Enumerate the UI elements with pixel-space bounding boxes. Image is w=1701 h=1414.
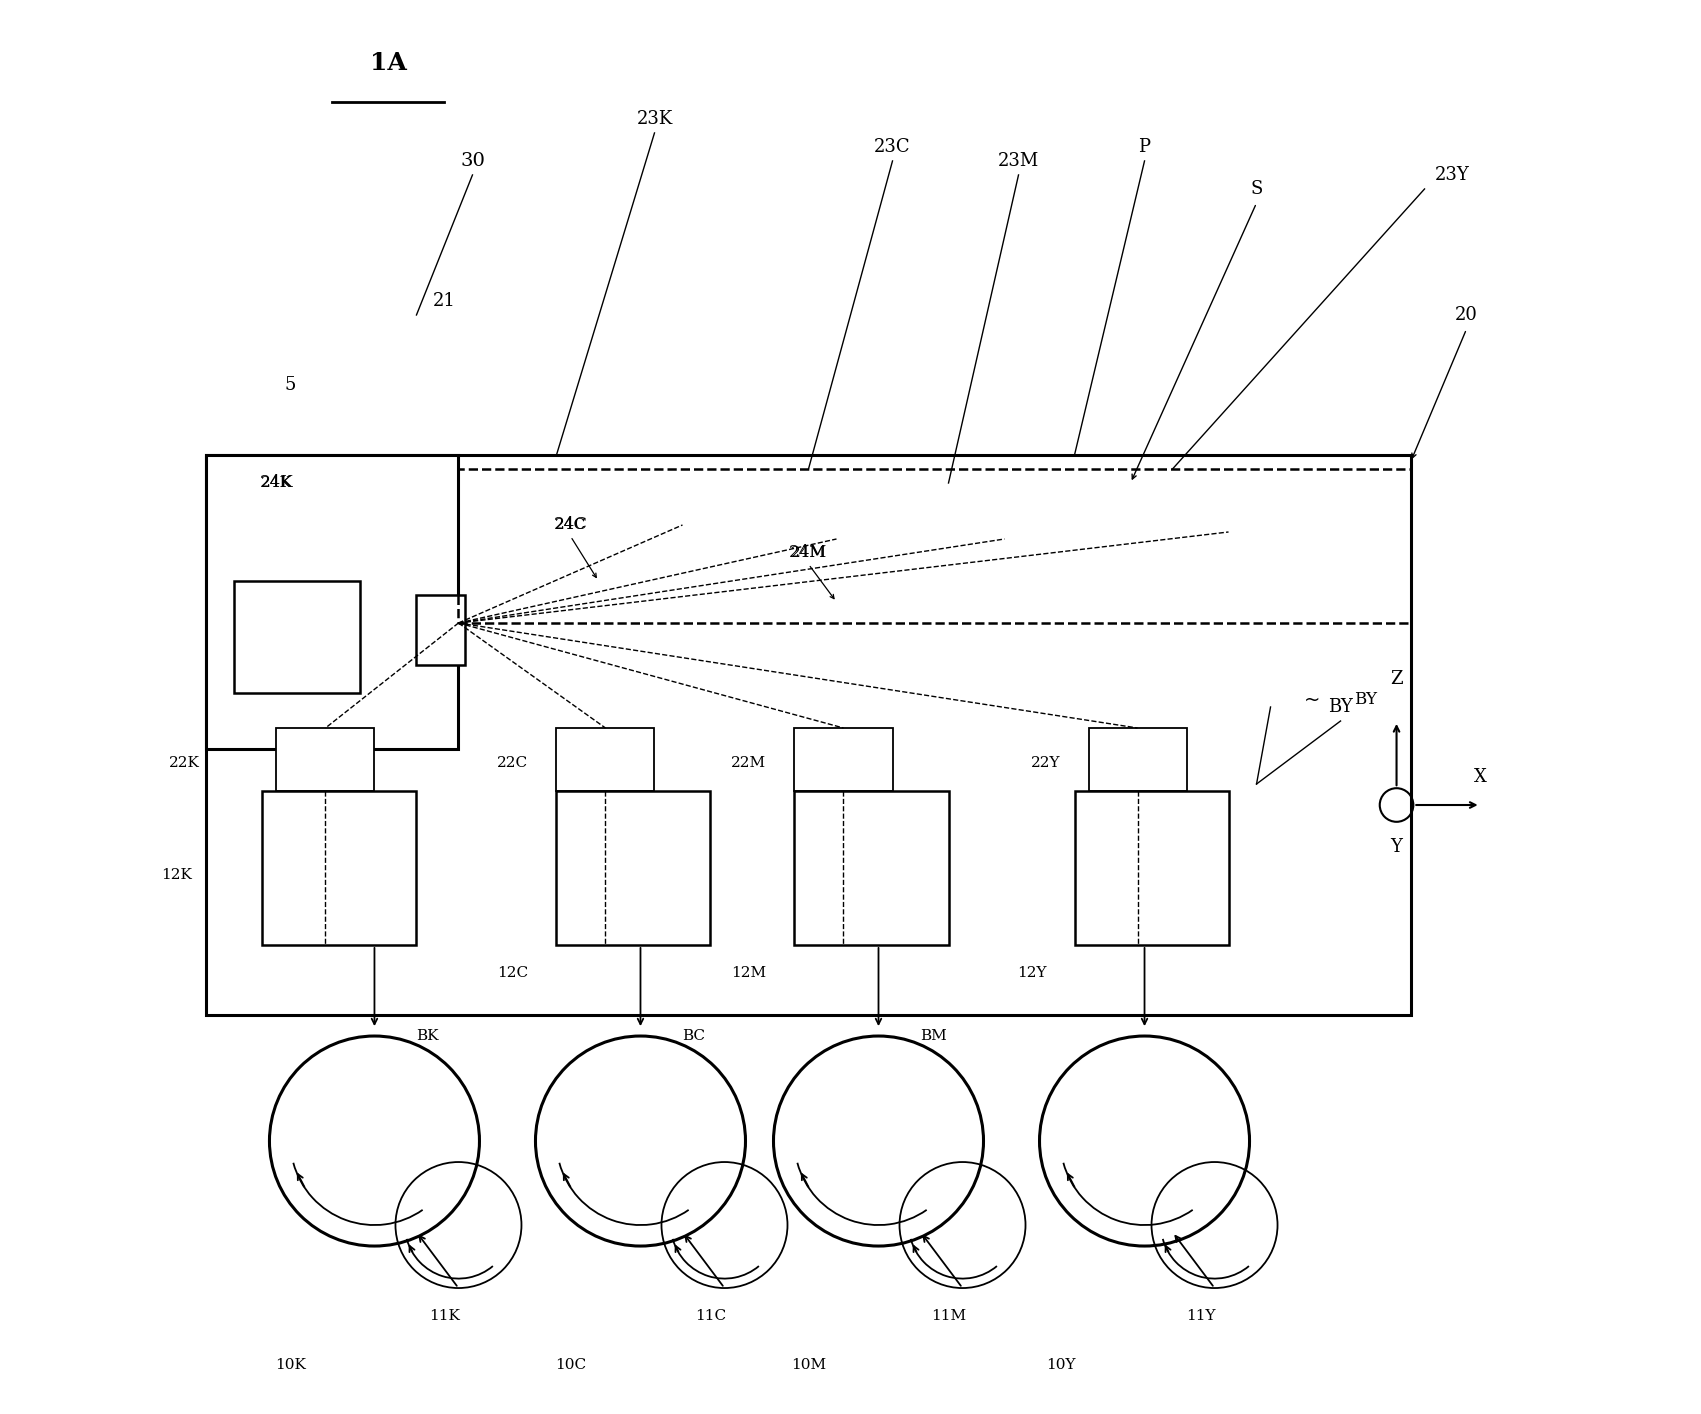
Bar bbox=[1075, 790, 1228, 945]
Text: 24C: 24C bbox=[553, 516, 587, 533]
Bar bbox=[206, 455, 459, 749]
Text: S: S bbox=[1250, 180, 1262, 198]
Text: 22Y: 22Y bbox=[1031, 756, 1060, 771]
Text: 20: 20 bbox=[1454, 305, 1478, 324]
Text: BY: BY bbox=[1354, 691, 1378, 708]
Text: 10M: 10M bbox=[791, 1357, 827, 1372]
Text: 21: 21 bbox=[434, 291, 456, 310]
Text: 10K: 10K bbox=[276, 1357, 306, 1372]
Bar bbox=[417, 595, 466, 665]
Bar bbox=[556, 790, 711, 945]
Text: 24K: 24K bbox=[260, 477, 293, 491]
Text: P: P bbox=[1138, 139, 1150, 156]
Text: 22M: 22M bbox=[731, 756, 767, 771]
Text: Z: Z bbox=[1390, 670, 1403, 689]
Text: 24K: 24K bbox=[260, 475, 293, 492]
Text: X: X bbox=[1475, 768, 1487, 786]
Bar bbox=[206, 455, 1410, 1015]
Text: 12M: 12M bbox=[731, 966, 767, 980]
Text: 24M: 24M bbox=[791, 546, 827, 560]
Text: ~: ~ bbox=[1305, 690, 1320, 710]
Text: 10Y: 10Y bbox=[1046, 1357, 1075, 1372]
Text: BC: BC bbox=[682, 1029, 706, 1044]
Text: 23Y: 23Y bbox=[1436, 165, 1470, 184]
Text: 5: 5 bbox=[284, 376, 296, 395]
Bar bbox=[556, 728, 655, 790]
Bar bbox=[262, 790, 417, 945]
Text: 22K: 22K bbox=[168, 756, 199, 771]
Text: Y: Y bbox=[1391, 839, 1403, 855]
Bar bbox=[235, 581, 361, 693]
Text: 1A: 1A bbox=[371, 51, 407, 75]
Text: 24C: 24C bbox=[555, 518, 587, 532]
Bar bbox=[794, 790, 949, 945]
Text: 10C: 10C bbox=[555, 1357, 587, 1372]
Text: 23C: 23C bbox=[874, 139, 910, 156]
Text: 12K: 12K bbox=[162, 868, 192, 882]
Bar bbox=[794, 728, 893, 790]
Text: 11K: 11K bbox=[429, 1309, 459, 1324]
Text: 30: 30 bbox=[459, 151, 485, 170]
Text: BK: BK bbox=[417, 1029, 439, 1044]
Text: 11C: 11C bbox=[696, 1309, 726, 1324]
Bar bbox=[459, 469, 1410, 624]
Text: 11Y: 11Y bbox=[1186, 1309, 1215, 1324]
Text: 22C: 22C bbox=[497, 756, 529, 771]
Text: 12Y: 12Y bbox=[1017, 966, 1046, 980]
Text: 11M: 11M bbox=[930, 1309, 966, 1324]
Text: 24M: 24M bbox=[789, 544, 828, 561]
Text: 23M: 23M bbox=[998, 151, 1039, 170]
Text: BY: BY bbox=[1328, 699, 1352, 715]
Text: 12C: 12C bbox=[497, 966, 529, 980]
Text: BM: BM bbox=[920, 1029, 947, 1044]
Bar bbox=[1089, 728, 1187, 790]
Bar bbox=[277, 728, 374, 790]
Text: 23K: 23K bbox=[636, 110, 672, 127]
